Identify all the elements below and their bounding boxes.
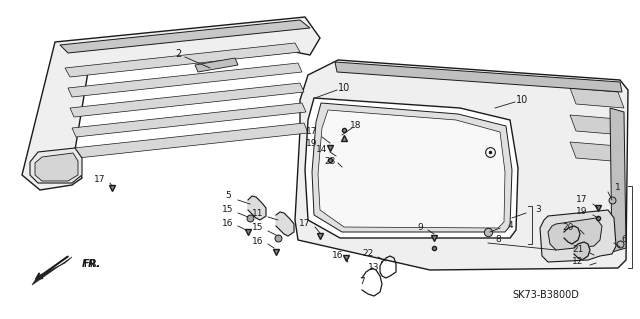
- Text: 14: 14: [316, 145, 328, 154]
- Text: 12: 12: [572, 257, 584, 266]
- Polygon shape: [248, 196, 266, 220]
- Text: 22: 22: [362, 249, 374, 258]
- Text: 20: 20: [563, 222, 573, 232]
- Text: 3: 3: [535, 205, 541, 214]
- Text: FR.: FR.: [82, 259, 101, 269]
- Polygon shape: [548, 218, 602, 250]
- Text: 10: 10: [338, 83, 350, 93]
- Text: SK73-B3800D: SK73-B3800D: [513, 290, 579, 300]
- Text: 2: 2: [175, 49, 181, 59]
- Polygon shape: [22, 17, 320, 190]
- Polygon shape: [295, 60, 628, 270]
- Polygon shape: [30, 148, 82, 183]
- Polygon shape: [65, 43, 300, 77]
- Polygon shape: [574, 242, 590, 260]
- Polygon shape: [72, 103, 306, 137]
- Polygon shape: [335, 62, 622, 92]
- Polygon shape: [68, 63, 302, 97]
- Text: 1: 1: [615, 183, 621, 192]
- Polygon shape: [318, 110, 505, 228]
- Text: 5: 5: [225, 191, 231, 201]
- Polygon shape: [570, 115, 624, 135]
- Text: 23: 23: [324, 157, 336, 166]
- Polygon shape: [570, 142, 624, 162]
- Text: 8: 8: [495, 235, 501, 244]
- Text: 16: 16: [222, 219, 234, 227]
- Polygon shape: [74, 123, 308, 158]
- Polygon shape: [305, 98, 518, 238]
- Text: 16: 16: [252, 236, 264, 246]
- Polygon shape: [564, 226, 580, 244]
- Text: 15: 15: [252, 224, 264, 233]
- Text: 9: 9: [417, 224, 423, 233]
- Polygon shape: [60, 20, 310, 53]
- Text: 7: 7: [359, 278, 365, 286]
- Text: 19: 19: [576, 207, 588, 217]
- Text: 17: 17: [307, 128, 317, 137]
- Text: 11: 11: [252, 210, 264, 219]
- Text: 18: 18: [350, 122, 362, 130]
- Text: 4: 4: [507, 220, 513, 229]
- Text: 17: 17: [300, 219, 311, 228]
- Polygon shape: [540, 210, 616, 262]
- Polygon shape: [570, 88, 624, 108]
- Text: FR.: FR.: [84, 259, 100, 269]
- Text: 6: 6: [621, 235, 627, 244]
- Text: 19: 19: [307, 138, 317, 147]
- Polygon shape: [70, 83, 304, 117]
- Text: 16: 16: [332, 251, 344, 261]
- Polygon shape: [276, 212, 294, 236]
- Text: 10: 10: [516, 95, 528, 105]
- Polygon shape: [610, 108, 626, 252]
- Text: 15: 15: [222, 205, 234, 214]
- Text: 13: 13: [368, 263, 380, 272]
- Polygon shape: [32, 257, 72, 285]
- Polygon shape: [195, 58, 238, 72]
- Text: 21: 21: [572, 246, 584, 255]
- Polygon shape: [35, 153, 78, 181]
- Text: 17: 17: [94, 175, 106, 184]
- Text: 17: 17: [576, 196, 588, 204]
- Polygon shape: [312, 103, 512, 232]
